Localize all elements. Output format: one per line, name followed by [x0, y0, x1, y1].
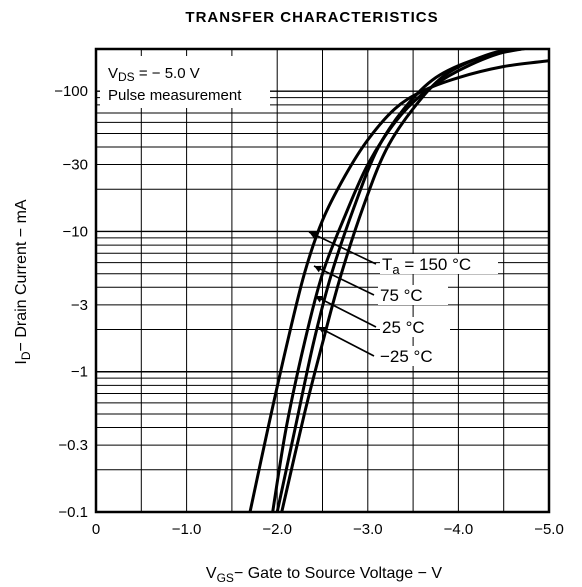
curve-series-0	[248, 59, 549, 512]
legend-leader-line	[313, 265, 375, 296]
x-tick-label: −3.0	[353, 521, 383, 538]
y-axis-title: ID− Drain Current − mA	[13, 199, 33, 365]
pulse-measurement-note: Pulse measurement	[108, 87, 242, 104]
legend-label: 25 °C	[382, 318, 425, 337]
legend-label-background	[380, 317, 450, 337]
x-tick-label: −5.0	[534, 521, 564, 538]
x-tick-label: −2.0	[262, 521, 292, 538]
info-box-background	[100, 56, 270, 108]
y-tick-labels: −0.1 −0.3 −1 −3 −10 −30 −100	[54, 83, 88, 521]
temperature-legend: Ta = 150 °C 75 °C 25 °C −25 °C	[308, 231, 498, 366]
curves	[248, 49, 549, 512]
y-tick-label: −100	[54, 83, 88, 100]
legend-label: 75 °C	[380, 286, 423, 305]
x-tick-label: −1.0	[172, 521, 202, 538]
legend-leader-line	[317, 326, 375, 357]
x-tick-label: −4.0	[444, 521, 474, 538]
legend-label-background	[378, 285, 448, 305]
x-axis-title: VGS− Gate to Source Voltage − V	[206, 565, 442, 585]
grid-lines	[96, 48, 549, 512]
curve-series-1	[271, 49, 534, 512]
legend-leader-line	[314, 295, 377, 328]
x-tick-labels: 0 −1.0 −2.0 −3.0 −4.0 −5.0	[92, 521, 564, 538]
curve-series-3	[280, 49, 518, 512]
y-tick-label: −1	[71, 364, 88, 381]
x-tick-label: 0	[92, 521, 100, 538]
y-tick-label: −3	[71, 297, 88, 314]
y-tick-label: −10	[63, 223, 88, 240]
vds-condition: VDS = − 5.0 V	[108, 65, 200, 84]
legend-label: Ta = 150 °C	[382, 255, 471, 277]
chart-title: TRANSFER CHARACTERISTICS	[185, 9, 438, 26]
plot-frame	[94, 47, 551, 514]
legend-leader-line	[308, 231, 377, 265]
legend-arrowhead	[318, 327, 326, 334]
legend-label-background	[380, 254, 498, 274]
legend-arrowhead	[309, 231, 317, 239]
legend-label: −25 °C	[380, 347, 433, 366]
legend-arrowhead	[314, 265, 322, 273]
y-tick-label: −0.3	[58, 437, 88, 454]
y-tick-label: −0.1	[58, 504, 88, 521]
y-tick-label: −30	[63, 157, 88, 174]
legend-label-background	[378, 346, 448, 366]
legend-arrowhead	[315, 295, 323, 303]
